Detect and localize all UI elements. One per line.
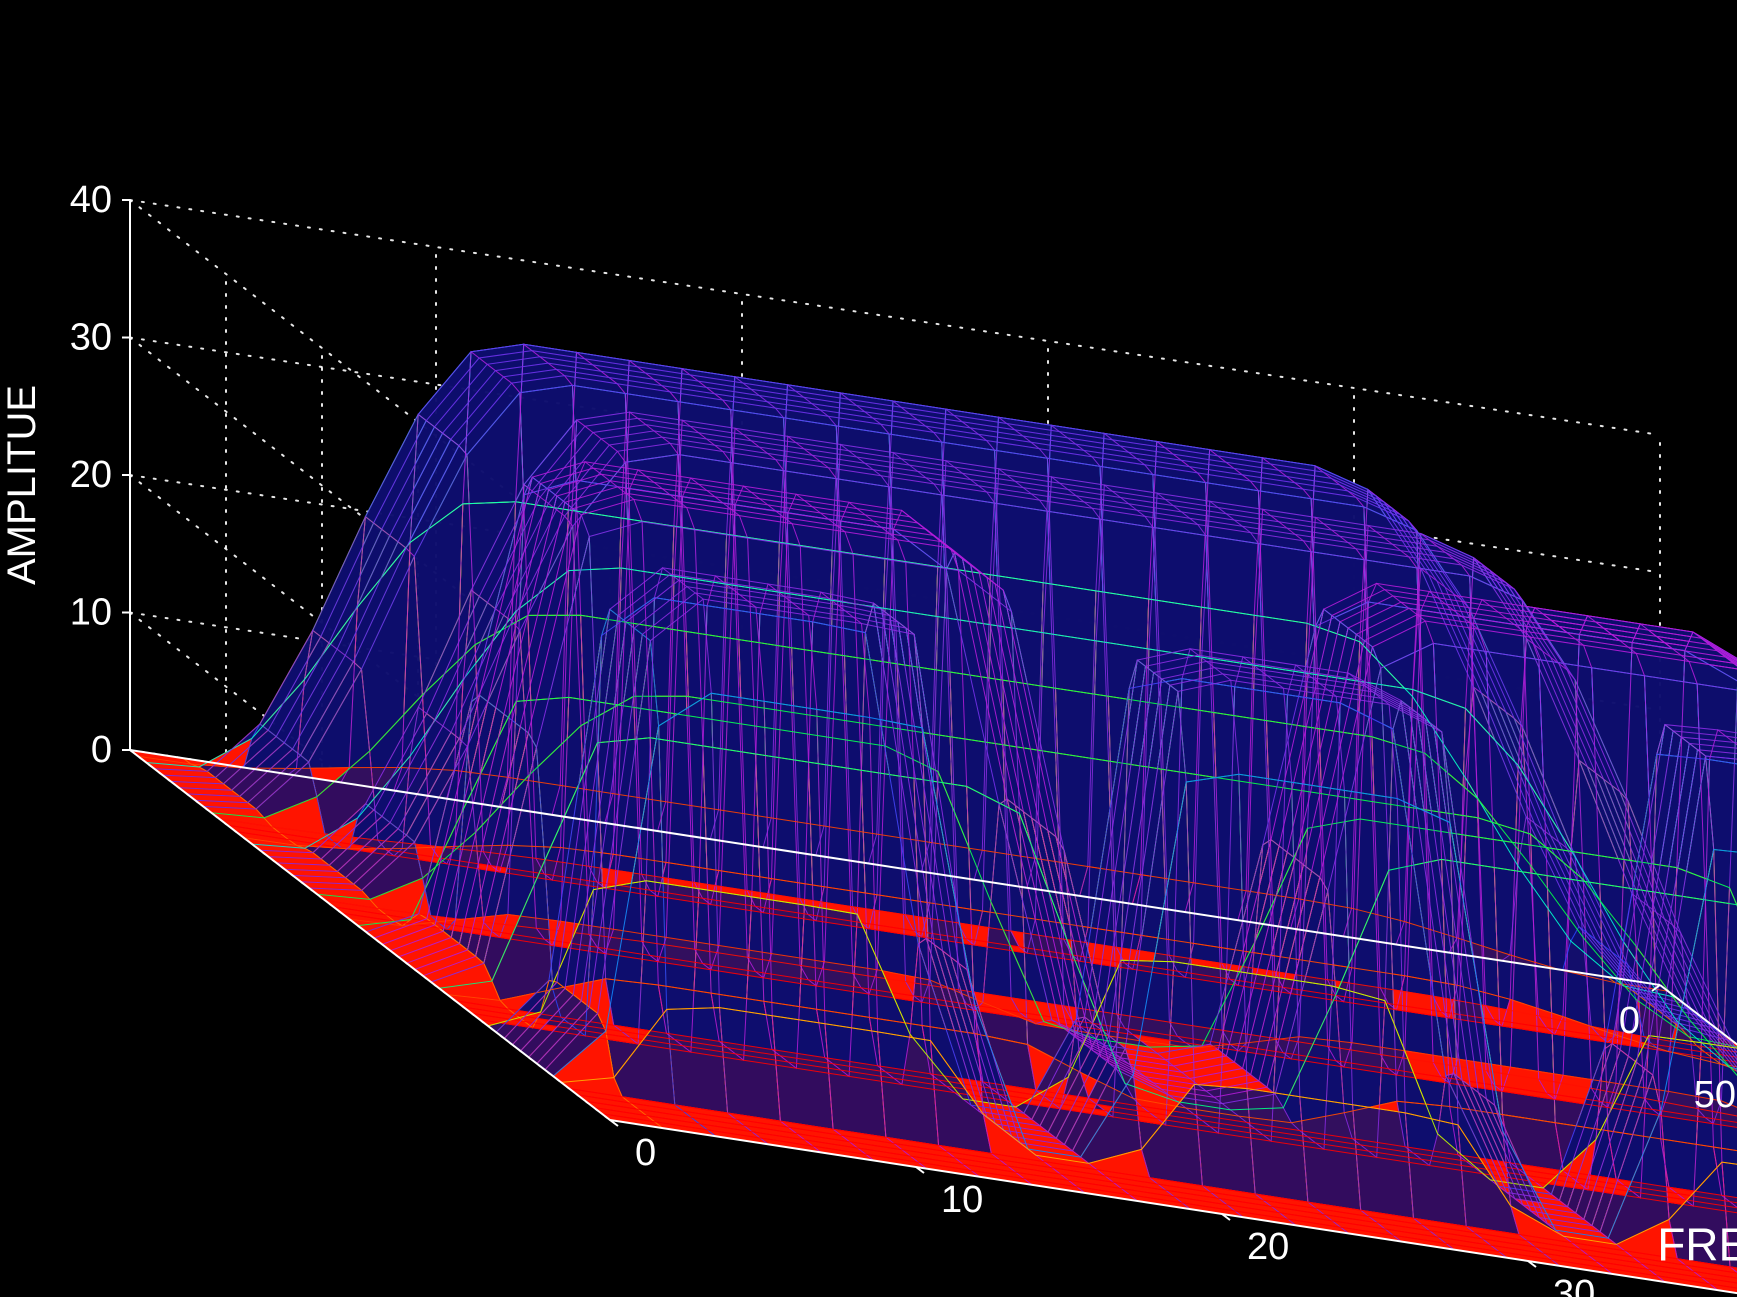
mesh-faces — [130, 344, 1737, 1297]
tick-label: 0 — [91, 729, 112, 771]
tick-label: 10 — [941, 1179, 983, 1221]
tick-label: 0 — [635, 1132, 656, 1174]
tick-label: 30 — [1553, 1273, 1595, 1297]
tick-label: 40 — [70, 179, 112, 221]
tick-label: 10 — [70, 592, 112, 634]
tick-label: 50 — [1694, 1074, 1736, 1116]
tick-label: 30 — [70, 317, 112, 359]
tick-label: 0 — [1619, 1000, 1640, 1042]
surface-plot-3d: 01020304005010015020025001020304050AMPLI… — [0, 0, 1737, 1297]
z-axis-label: AMPLITUE — [0, 385, 44, 585]
tick-label: 20 — [70, 454, 112, 496]
tick-label: 20 — [1247, 1226, 1289, 1268]
x-axis-label: FREQUENCY — [1657, 1218, 1737, 1270]
